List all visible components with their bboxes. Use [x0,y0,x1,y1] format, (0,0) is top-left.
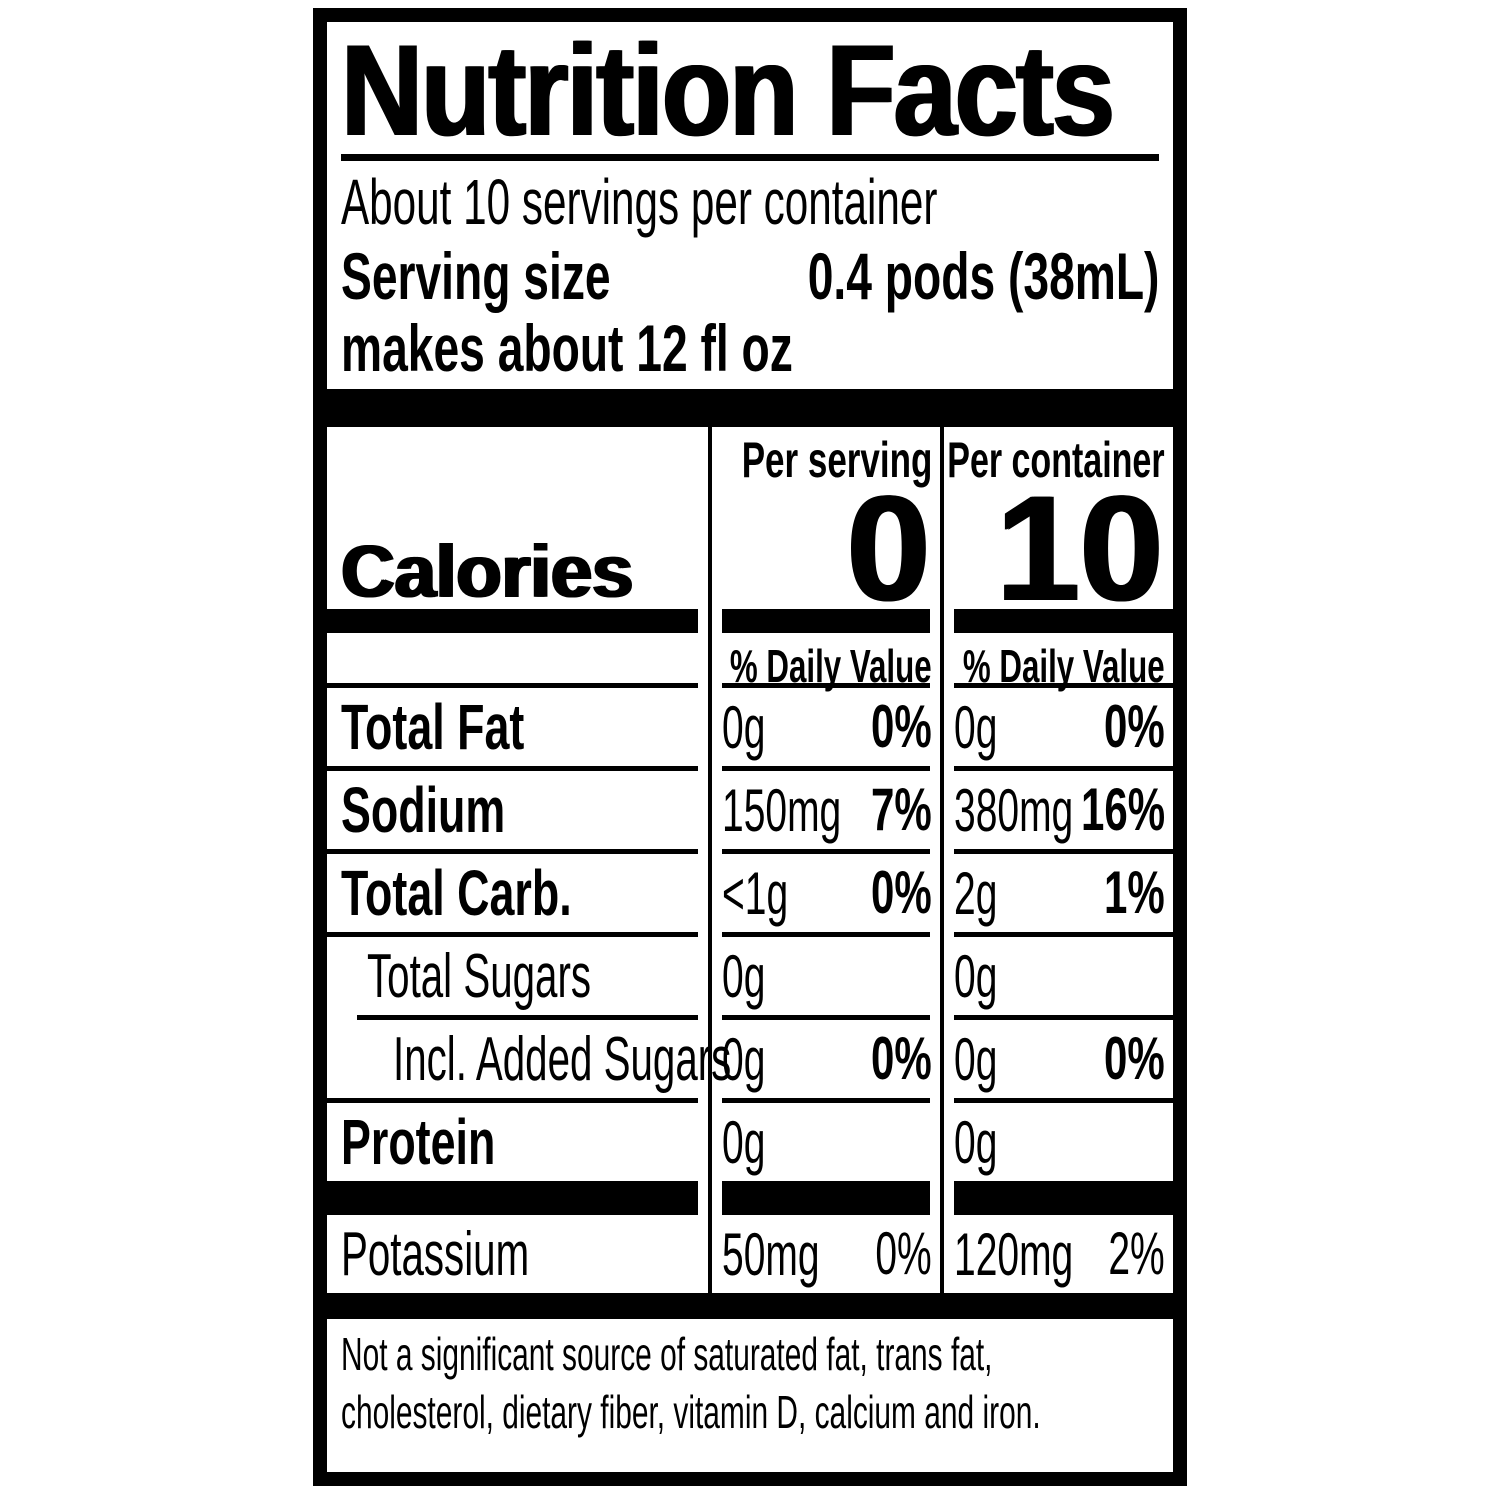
nutrient-amount: 0g [954,1108,998,1176]
title-rule [341,154,1159,161]
per-container-header: Per container [947,432,1165,488]
nutrient-amount: 0g [722,693,766,761]
thick-divider-bar-top [327,389,1173,427]
nutrient-name: Protein [341,1106,496,1178]
calories-row: Calories 0 10 [327,473,1173,623]
nutrient-name: Total Sugars [367,941,592,1011]
nutrient-amount: 0g [722,1025,766,1093]
nutrition-facts-label: Nutrition Facts About 10 servings per co… [313,8,1187,1486]
nutrient-name: Total Carb. [341,857,572,929]
label-title-row: Nutrition Facts [341,17,1159,163]
label-title: Nutrition Facts [341,17,1115,163]
nutrient-row-sodium: Sodium 150mg 7% 380mg 16% [327,771,1173,849]
serving-size-value: 0.4 pods (38mL) [807,239,1159,313]
calories-per-container-value: 10 [996,464,1163,632]
calories-bar-serving-col1 [327,609,698,633]
nutrient-row-protein: Protein 0g 0g [327,1103,1173,1181]
serving-size-label: Serving size [341,239,611,313]
nutrient-amount: 0g [954,693,998,761]
nutrient-amount: <1g [722,859,789,927]
nutrient-name: Potassium [341,1219,530,1289]
nutrient-amount: 0g [722,1108,766,1176]
calories-label: Calories [341,530,634,613]
serving-size-row: Serving size 0.4 pods (38mL) [341,237,1159,311]
nutrient-amount: 0g [954,942,998,1010]
columns-grid: Per serving Per container Calories 0 10 [327,427,1173,1293]
nutrient-amount: 50mg [722,1220,820,1288]
nutrient-name: Incl. Added Sugars [393,1024,732,1094]
calories-underline-bar-row [327,609,1173,633]
thick-bar-row [327,1181,1173,1215]
nutrient-dv: 7% [871,776,932,843]
nutrient-amount: 0g [722,942,766,1010]
nutrient-amount: 380mg [954,776,1074,844]
servings-per-container: About 10 servings per container [341,166,938,238]
rule-row-indented [327,1015,1173,1020]
footnote-line: Not a significant source of saturated fa… [341,1328,993,1380]
nutrient-amount: 120mg [954,1220,1074,1288]
nutrient-row-added-sugars: Incl. Added Sugars 0g 0% 0g 0% [327,1020,1173,1098]
rule-row [327,849,1173,854]
serving-size-note: makes about 12 fl oz [341,311,793,385]
calories-bar-serving-col2 [722,609,930,633]
nutrient-dv: 1% [1104,859,1165,926]
daily-value-header-serving: % Daily Value [730,640,932,692]
daily-value-header-row: % Daily Value % Daily Value [327,633,1173,689]
rule-row [327,932,1173,937]
nutrient-amount: 150mg [722,776,842,844]
calories-bar-container-col [954,609,1173,633]
rule-row [327,1098,1173,1103]
nutrient-name: Sodium [341,774,506,846]
nutrient-dv: 16% [1080,776,1165,843]
nutrient-dv: 0% [871,693,932,760]
nutrient-dv: 0% [871,1025,932,1092]
footnote: Not a significant source of saturated fa… [341,1325,1159,1441]
daily-value-header-container: % Daily Value [963,640,1165,692]
thick-divider-bar-bottom [327,1293,1173,1319]
rule-row [327,683,1173,688]
nutrient-dv: 0% [1104,693,1165,760]
nutrient-row-potassium: Potassium 50mg 0% 120mg 2% [327,1215,1173,1293]
column-header-row: Per serving Per container [327,427,1173,485]
footnote-line: cholesterol, dietary fiber, vitamin D, c… [341,1386,1041,1438]
nutrient-name: Total Fat [341,691,525,763]
nutrient-dv: 2% [1108,1220,1165,1287]
calories-per-serving-value: 0 [846,464,930,632]
nutrient-amount: 0g [954,1025,998,1093]
per-serving-header: Per serving [741,432,932,488]
nutrient-dv: 0% [1104,1025,1165,1092]
nutrient-dv: 0% [871,859,932,926]
nutrient-row-total-fat: Total Fat 0g 0% 0g 0% [327,688,1173,766]
nutrient-row-total-carb: Total Carb. <1g 0% 2g 1% [327,854,1173,932]
nutrient-amount: 2g [954,859,998,927]
nutrient-dv: 0% [875,1220,932,1287]
nutrient-row-total-sugars: Total Sugars 0g 0g [327,937,1173,1015]
column-header-spacer [327,427,708,477]
rule-row [327,766,1173,771]
